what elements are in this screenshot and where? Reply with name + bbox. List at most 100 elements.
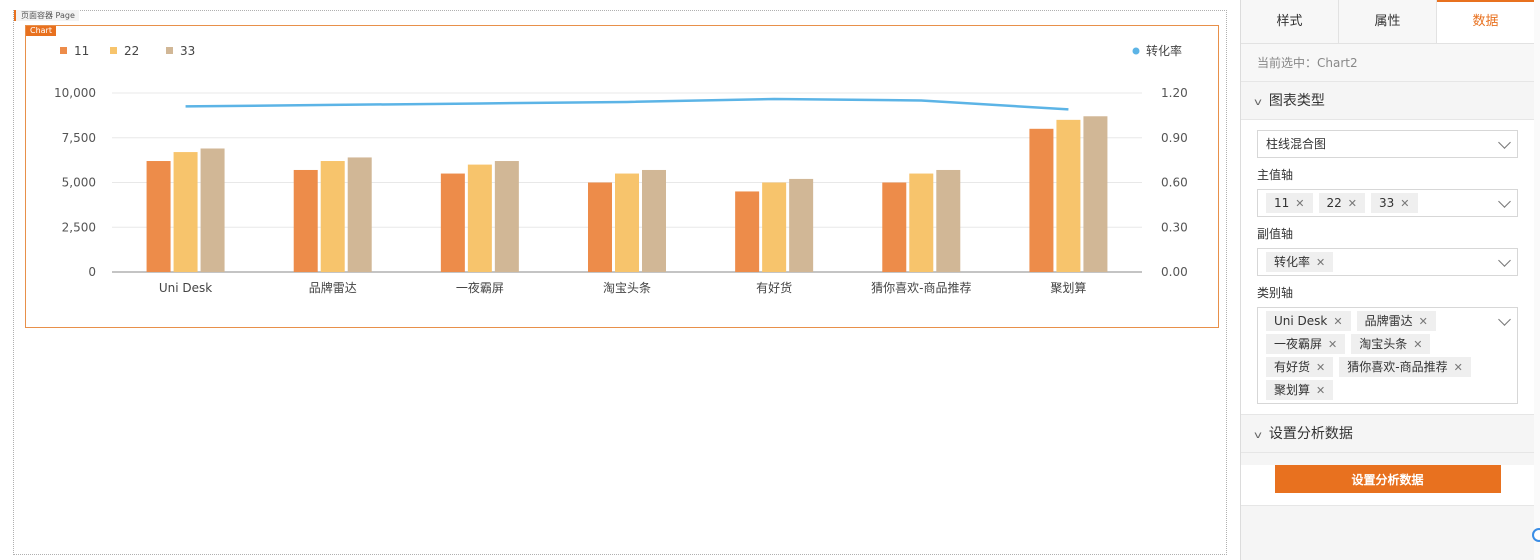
bar-22 [615, 173, 639, 272]
bar-22 [173, 152, 198, 272]
legend-label: 11 [74, 44, 89, 58]
page-container[interactable]: 页面容器 Page 10,000 7,500 5,000 2,500 0 1.20 0.90… [13, 10, 1227, 555]
close-icon[interactable]: ✕ [1413, 338, 1423, 351]
bar-11 [735, 191, 760, 272]
x-tick-label: 品牌雷达 [309, 281, 357, 295]
bar-33 [936, 169, 961, 272]
x-tick-label: 淘宝头条 [603, 281, 651, 295]
legend-swatch [166, 47, 173, 54]
bar-22 [762, 182, 787, 272]
section-header-chart-type[interactable]: v 图表类型 [1241, 82, 1534, 120]
chevron-down-icon [1498, 313, 1511, 326]
legend-label: 转化率 [1146, 43, 1182, 58]
x-tick-label: 聚划算 [1050, 280, 1086, 295]
close-icon[interactable]: ✕ [1333, 315, 1343, 328]
section-header-analysis[interactable]: v 设置分析数据 [1241, 415, 1534, 453]
bar-11 [1029, 128, 1054, 272]
bar-22 [909, 173, 934, 272]
legend-label: 22 [124, 44, 139, 58]
legend-swatch [60, 47, 67, 54]
secondary-axis-tags: 转化率 ✕ [1266, 252, 1487, 272]
section-title: 设置分析数据 [1268, 426, 1353, 442]
chevron-down-icon: v [1254, 430, 1262, 441]
tab-data[interactable]: 数据 [1437, 0, 1534, 43]
legend-label: 33 [180, 44, 195, 58]
analysis-section: 设置分析数据 [1241, 465, 1534, 506]
x-tick-label: 猜你喜欢-商品推荐 [871, 280, 971, 295]
scrollbar[interactable] [1534, 0, 1540, 560]
bar-11 [588, 182, 612, 272]
category-axis-tag: 聚划算 ✕ [1266, 380, 1334, 400]
chevron-down-icon [1498, 195, 1511, 208]
chart-component-label: Chart [26, 26, 56, 36]
primary-axis-tags: 11 ✕ 22 ✕ 33 ✕ [1266, 193, 1487, 213]
category-axis-tags: Uni Desk ✕ 品牌雷达 ✕ 一夜霸屏 ✕ 淘宝头条 ✕ 有好货 ✕ 猜你喜欢-商品推荐 ✕ 聚划… [1266, 311, 1487, 400]
legend-swatch [110, 47, 117, 54]
x-tick-label: 有好货 [756, 280, 792, 295]
category-axis-tag: 一夜霸屏 ✕ [1266, 334, 1346, 354]
panel-tabs: 样式 属性 数据 [1241, 0, 1534, 44]
y2-tick-label: 1.20 [1161, 86, 1188, 100]
primary-axis-tag: 22 ✕ [1318, 193, 1365, 213]
close-icon[interactable]: ✕ [1328, 338, 1338, 351]
close-icon[interactable]: ✕ [1347, 197, 1357, 210]
bar-line-chart: 10,000 7,500 5,000 2,500 0 1.20 0.90 0.60 0.30 0.… [54, 43, 1188, 295]
chart-type-select[interactable]: 柱线混合图 [1257, 130, 1518, 158]
category-axis-select[interactable]: Uni Desk ✕ 品牌雷达 ✕ 一夜霸屏 ✕ 淘宝头条 ✕ 有好货 ✕ 猜你喜欢-商品推荐 ✕ 聚划… [1257, 307, 1518, 404]
category-axis-tag: 淘宝头条 ✕ [1351, 334, 1431, 354]
primary-axis-select[interactable]: 11 ✕ 22 ✕ 33 ✕ [1257, 189, 1518, 217]
category-axis-tag: 品牌雷达 ✕ [1356, 311, 1436, 331]
close-icon[interactable]: ✕ [1400, 197, 1410, 210]
tag-label: 转化率 [1274, 255, 1311, 269]
tab-style[interactable]: 样式 [1241, 0, 1339, 43]
close-icon[interactable]: ✕ [1453, 361, 1463, 374]
bar-33 [642, 169, 666, 272]
bar-33 [789, 178, 814, 272]
chevron-down-icon [1498, 254, 1511, 267]
chart-type-section: 柱线混合图 主值轴 11 ✕ 22 ✕ 33 ✕ 副值轴 转化率 ✕ 类别轴 Uni Des… [1241, 120, 1534, 415]
tag-label: 33 [1379, 196, 1395, 210]
close-icon[interactable]: ✕ [1316, 384, 1326, 397]
tag-label: 22 [1326, 196, 1342, 210]
y-tick-label: 5,000 [62, 176, 96, 190]
section-title: 图表类型 [1268, 93, 1325, 109]
properties-panel: 样式 属性 数据 当前选中：Chart2 v 图表类型 柱线混合图 主值轴 11 ✕… [1240, 0, 1534, 560]
close-icon[interactable]: ✕ [1295, 197, 1305, 210]
category-axis-label: 类别轴 [1257, 286, 1294, 300]
primary-axis-tag: 11 ✕ [1266, 193, 1313, 213]
set-analysis-data-button[interactable]: 设置分析数据 [1274, 465, 1501, 493]
bar-11 [146, 161, 171, 272]
y-tick-label: 10,000 [54, 86, 96, 100]
bar-22 [320, 161, 345, 272]
y2-tick-label: 0.00 [1161, 265, 1188, 279]
bar-11 [293, 169, 318, 272]
x-tick-label: 一夜霸屏 [456, 280, 504, 295]
close-icon[interactable]: ✕ [1418, 315, 1428, 328]
tag-label: 聚划算 [1274, 383, 1311, 397]
secondary-axis-tag: 转化率 ✕ [1266, 252, 1334, 272]
legend-swatch [1132, 47, 1140, 55]
bar-33 [200, 148, 225, 272]
bar-11 [440, 173, 465, 272]
secondary-axis-select[interactable]: 转化率 ✕ [1257, 248, 1518, 276]
design-canvas[interactable]: 页面容器 Page 10,000 7,500 5,000 2,500 0 1.20 0.90… [0, 0, 1240, 560]
tag-label: 有好货 [1274, 360, 1311, 374]
bar-33 [494, 161, 519, 272]
close-icon[interactable]: ✕ [1316, 256, 1326, 269]
tab-properties[interactable]: 属性 [1339, 0, 1437, 43]
y-tick-label: 2,500 [62, 220, 96, 234]
tag-label: 一夜霸屏 [1274, 337, 1323, 351]
bar-33 [1083, 116, 1108, 273]
tag-label: Uni Desk [1274, 314, 1328, 328]
tag-label: 猜你喜欢-商品推荐 [1347, 360, 1448, 374]
primary-axis-tag: 33 ✕ [1371, 193, 1418, 213]
bar-22 [467, 164, 492, 272]
category-axis-tag: Uni Desk ✕ [1266, 311, 1351, 331]
current-selection-text: 当前选中：Chart2 [1241, 44, 1534, 82]
tag-label: 品牌雷达 [1364, 314, 1413, 328]
chart-component[interactable]: 10,000 7,500 5,000 2,500 0 1.20 0.90 0.60 0.30 0.… [25, 25, 1219, 328]
page-container-label: 页面容器 Page [14, 10, 79, 21]
help-icon[interactable] [1532, 528, 1540, 542]
close-icon[interactable]: ✕ [1316, 361, 1326, 374]
y-tick-label: 0 [88, 265, 96, 279]
